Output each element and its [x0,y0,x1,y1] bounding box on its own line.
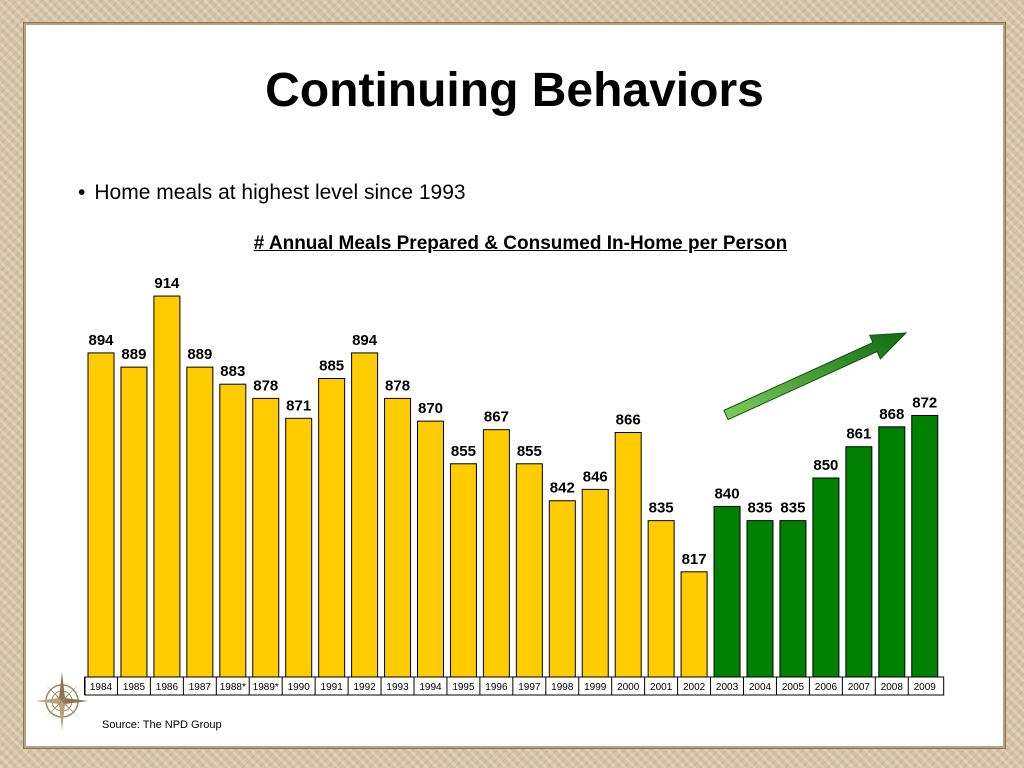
data-label-2002: 817 [682,551,707,568]
bar-2004 [746,520,774,678]
x-tick-label-1998: 1998 [551,682,574,693]
data-label-2001: 835 [649,500,674,517]
data-label-2007: 861 [846,426,871,443]
x-tick-label-1985: 1985 [123,682,146,693]
chart-title: # Annual Meals Prepared & Consumed In-Ho… [253,233,788,254]
x-tick-label-2003: 2003 [716,682,739,693]
source-note: Source: The NPD Group [102,719,222,731]
bar-2005 [779,520,807,678]
x-tick-label-1988*: 1988* [220,682,246,693]
bar-1984 [87,352,115,678]
data-label-1988*: 883 [220,363,245,380]
bar-2009 [911,414,939,678]
data-label-1999: 846 [583,468,608,485]
data-label-1989*: 878 [253,377,278,394]
x-tick-label-1987: 1987 [189,682,212,693]
x-tick-label-1996: 1996 [485,682,508,693]
bullet-dot: • [78,181,86,204]
data-label-1995: 855 [451,443,476,460]
slide: Continuing Behaviors • Home meals at high… [24,23,1005,748]
x-tick-label-2006: 2006 [815,682,838,693]
x-tick-label-2004: 2004 [749,682,772,693]
bar-1998 [548,500,576,678]
x-tick-label-2000: 2000 [617,682,640,693]
bar-1995 [449,463,477,678]
bar-1985 [120,366,148,678]
x-tick-label-1991: 1991 [321,682,344,693]
data-label-2009: 872 [912,394,937,411]
bar-1999 [581,488,609,678]
x-tick-label-2007: 2007 [848,682,871,693]
bar-2003 [713,505,741,678]
data-label-1985: 889 [121,346,146,363]
bar-2000 [614,432,642,678]
x-tick-label-1984: 1984 [90,682,113,693]
trend-arrow [723,332,908,421]
bar-2007 [845,446,873,678]
data-label-1992: 894 [352,332,378,349]
x-tick-label-1993: 1993 [386,682,409,693]
data-label-1997: 855 [517,443,542,460]
data-label-1994: 870 [418,400,443,417]
data-label-1996: 867 [484,409,509,426]
x-tick-label-2005: 2005 [782,682,805,693]
bar-2002 [680,571,708,678]
data-label-1984: 894 [88,332,114,349]
x-tick-label-1994: 1994 [419,682,442,693]
x-tick-label-2001: 2001 [650,682,673,693]
data-label-2005: 835 [780,500,805,517]
bar-1987 [186,366,214,678]
bullet-text: Home meals at highest level since 1993 [94,181,466,204]
slide-title: Continuing Behaviors [265,64,764,117]
x-tick-label-2002: 2002 [683,682,706,693]
compass-rose-icon [36,672,88,730]
bar-2008 [878,426,906,678]
x-tick-label-1990: 1990 [288,682,311,693]
bar-1994 [417,420,444,678]
bar-1991 [318,378,346,678]
data-label-2003: 840 [715,485,740,502]
bar-1990 [285,417,313,678]
data-label-1987: 889 [187,346,212,363]
data-label-1991: 885 [319,358,344,375]
bar-1989* [252,397,280,678]
x-tick-label-1995: 1995 [452,682,475,693]
bar-2001 [647,520,675,678]
data-label-2008: 868 [879,406,904,423]
x-tick-label-1992: 1992 [353,682,376,693]
x-tick-label-1997: 1997 [518,682,541,693]
data-label-1998: 842 [550,480,575,497]
bar-1993 [384,397,412,678]
bar-2006 [812,477,840,678]
bar-1996 [482,429,510,678]
x-tick-label-2009: 2009 [914,682,937,693]
x-tick-label-1999: 1999 [584,682,607,693]
bar-chart: 894 1984 889 1985 914 1986 889 1987 883 1988* 878 1… [84,275,945,696]
bar-1992 [351,352,379,678]
x-tick-label-1986: 1986 [156,682,179,693]
bar-1988* [219,383,247,678]
data-label-2006: 850 [813,457,838,474]
bar-1997 [515,463,543,678]
bar-1986 [153,295,181,678]
x-tick-label-1989*: 1989* [253,682,279,693]
x-tick-label-2008: 2008 [881,682,904,693]
data-label-1990: 871 [286,397,311,414]
data-label-2000: 866 [616,412,641,429]
data-label-1986: 914 [154,275,180,292]
bullet-point: • Home meals at highest level since 1993 [78,181,466,205]
data-label-2004: 835 [747,500,772,517]
data-label-1993: 878 [385,377,410,394]
